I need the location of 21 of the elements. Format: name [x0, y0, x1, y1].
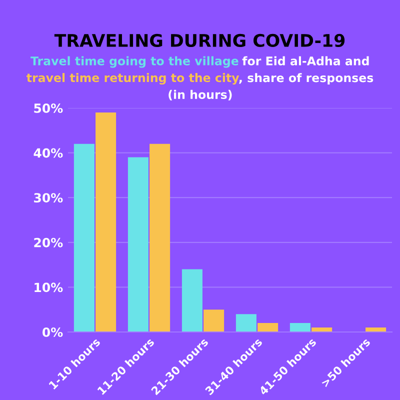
bar [150, 144, 170, 332]
text: travel time returning to the city [26, 73, 240, 85]
bar [290, 323, 310, 332]
chart-title: TRAVELING DURING COVID-19 [54, 34, 345, 48]
y-tick-label: 40% [34, 148, 63, 158]
bar [258, 323, 278, 332]
bar [128, 157, 148, 332]
bar [74, 144, 94, 332]
bar [182, 269, 202, 332]
y-tick-label: 30% [34, 193, 63, 203]
text: , share of responses [239, 73, 374, 85]
y-tick-label: 10% [34, 282, 63, 292]
text: Travel time going to the village [30, 56, 238, 68]
bar [236, 314, 256, 332]
y-tick-label: 20% [34, 238, 63, 248]
bar [204, 310, 224, 332]
y-tick-label: 0% [42, 327, 63, 337]
text: for Eid al-Adha and [242, 56, 369, 66]
bar [96, 112, 116, 332]
y-tick-label: 50% [34, 103, 63, 113]
text: (in hours) [168, 90, 232, 100]
